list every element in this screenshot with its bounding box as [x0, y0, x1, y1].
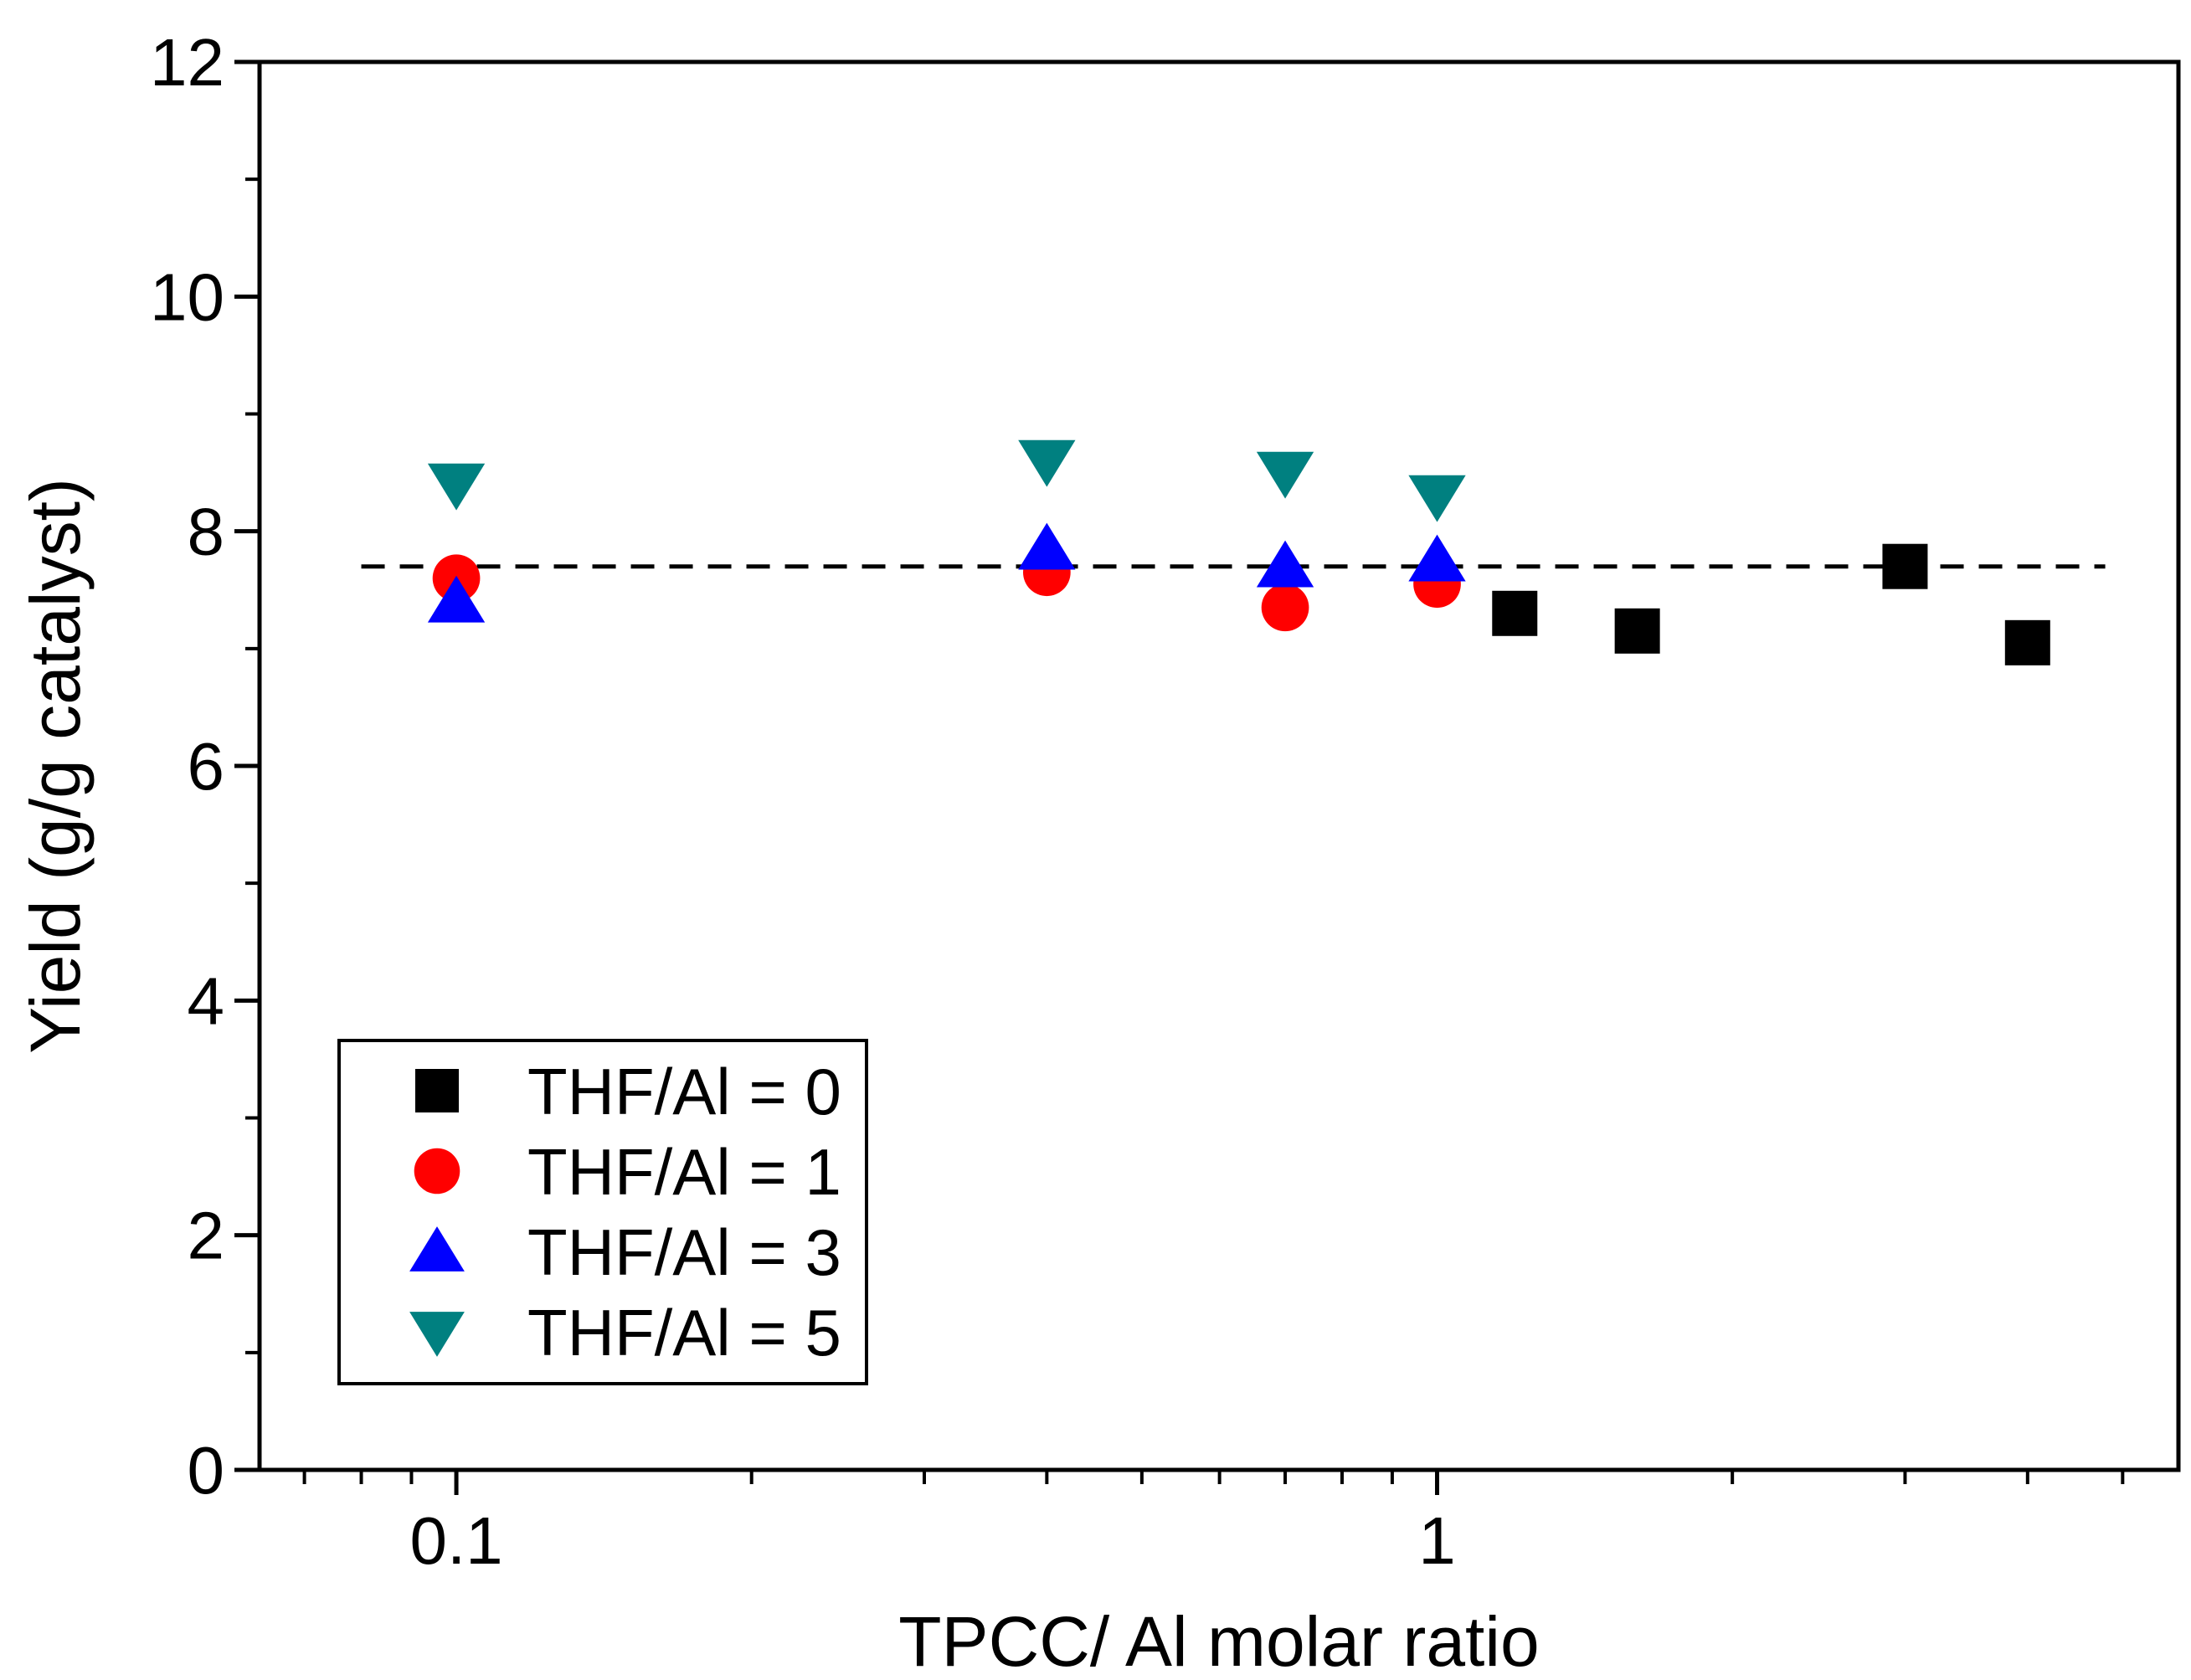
legend-label-series-2: THF/Al = 3	[527, 1215, 841, 1289]
data-point-series-3	[1408, 475, 1466, 522]
y-axis-title: Yield (g/g catalyst)	[16, 478, 95, 1054]
legend-marker-series-1	[414, 1148, 460, 1194]
data-point-series-2	[1018, 522, 1076, 570]
axis-ticks	[234, 59, 2125, 1495]
x-tick-label: 0.1	[409, 1503, 502, 1578]
y-tick-label: 10	[150, 259, 224, 334]
x-axis-title: TPCC/ Al molar ratio	[898, 1602, 1540, 1680]
data-point-series-0	[1882, 543, 1928, 589]
data-point-series-3	[1256, 451, 1314, 499]
data-point-series-3	[427, 463, 486, 511]
x-tick-label: 1	[1418, 1503, 1456, 1578]
y-tick-label: 8	[188, 495, 225, 569]
data-point-series-2	[1408, 534, 1466, 582]
y-tick-label: 4	[188, 963, 225, 1038]
legend-marker-series-3	[409, 1312, 465, 1357]
legend-marker-series-2	[409, 1226, 465, 1272]
data-point-series-0	[1614, 608, 1660, 654]
y-tick-label: 0	[188, 1433, 225, 1508]
data-point-series-0	[1492, 590, 1538, 636]
data-point-series-2	[427, 575, 486, 623]
plot-frame	[257, 59, 2181, 1472]
legend-label-series-1: THF/Al = 1	[527, 1135, 841, 1209]
data-points	[427, 439, 2050, 665]
y-tick-label: 2	[188, 1199, 225, 1273]
data-point-series-0	[2004, 619, 2050, 665]
y-tick-label: 6	[188, 729, 225, 804]
data-point-series-3	[1018, 439, 1076, 487]
y-tick-label: 12	[150, 25, 224, 100]
legend-label-series-0: THF/Al = 0	[527, 1055, 841, 1128]
data-point-series-2	[1256, 540, 1314, 588]
data-point-series-1	[1261, 583, 1309, 632]
legend-marker-series-0	[415, 1069, 459, 1112]
legend-label-series-3: THF/Al = 5	[527, 1296, 841, 1369]
